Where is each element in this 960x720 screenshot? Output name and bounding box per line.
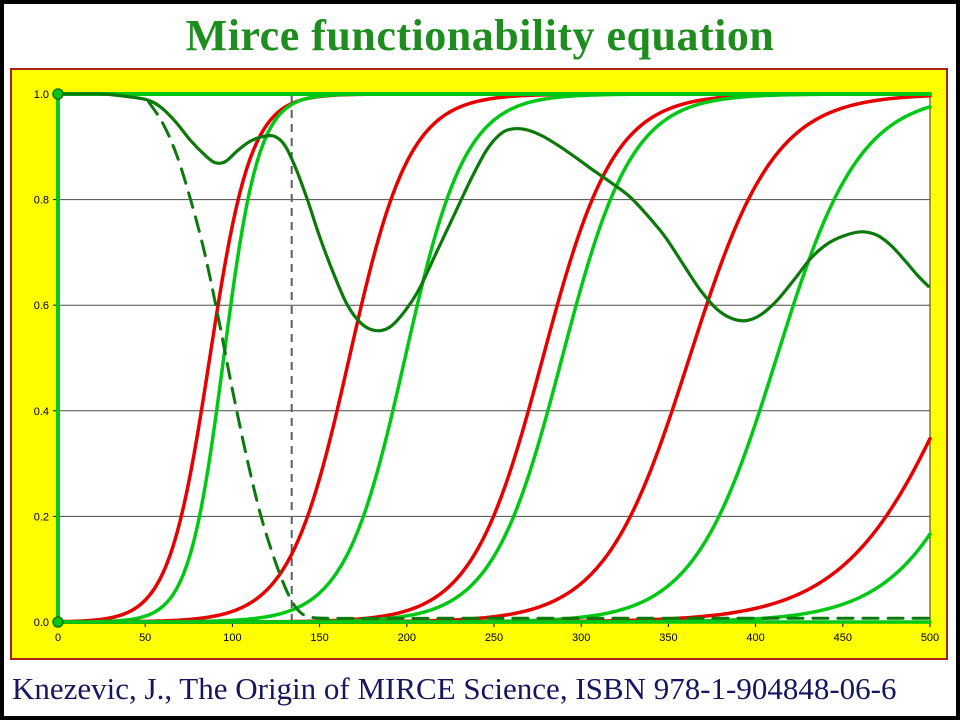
y-tick-label: 0.8 — [34, 195, 49, 207]
x-tick-label: 150 — [310, 632, 328, 644]
x-tick-label: 400 — [746, 632, 764, 644]
citation-strip: Knezevic, J., The Origin of MIRCE Scienc… — [4, 662, 956, 716]
y-tick-label: 1.0 — [34, 89, 49, 101]
x-tick-label: 250 — [485, 632, 503, 644]
x-tick-label: 50 — [139, 632, 151, 644]
x-tick-label: 300 — [572, 632, 590, 644]
y-tick-label: 0.2 — [34, 511, 49, 523]
negative-functionability-dashed — [147, 100, 932, 620]
functionability-curve — [56, 92, 930, 333]
x-tick-label: 350 — [659, 632, 677, 644]
chart-panel: 0 50 100 150 200 250 300 350 400 450 500 0.0 0.2 0.4 0… — [10, 68, 948, 660]
x-tick-label: 200 — [398, 632, 416, 644]
y-tick-label: 0.4 — [34, 406, 49, 418]
plot-area — [57, 93, 931, 623]
page-title: Mirce functionability equation — [185, 10, 775, 60]
chart-canvas: 0 50 100 150 200 250 300 350 400 450 500 0.0 0.2 0.4 0… — [34, 88, 939, 644]
origin-marker — [52, 616, 64, 628]
title-strip: Mirce functionability equation — [4, 4, 956, 66]
x-tick-label: 500 — [921, 632, 939, 644]
citation-text: Knezevic, J., The Origin of MIRCE Scienc… — [12, 671, 897, 706]
x-tick-label: 0 — [55, 632, 61, 644]
x-tick-label: 100 — [223, 632, 241, 644]
y-tick-label: 0.6 — [34, 300, 49, 312]
origin-marker — [52, 88, 64, 100]
x-tick-label: 450 — [834, 632, 852, 644]
y-tick-label: 0.0 — [34, 617, 49, 629]
